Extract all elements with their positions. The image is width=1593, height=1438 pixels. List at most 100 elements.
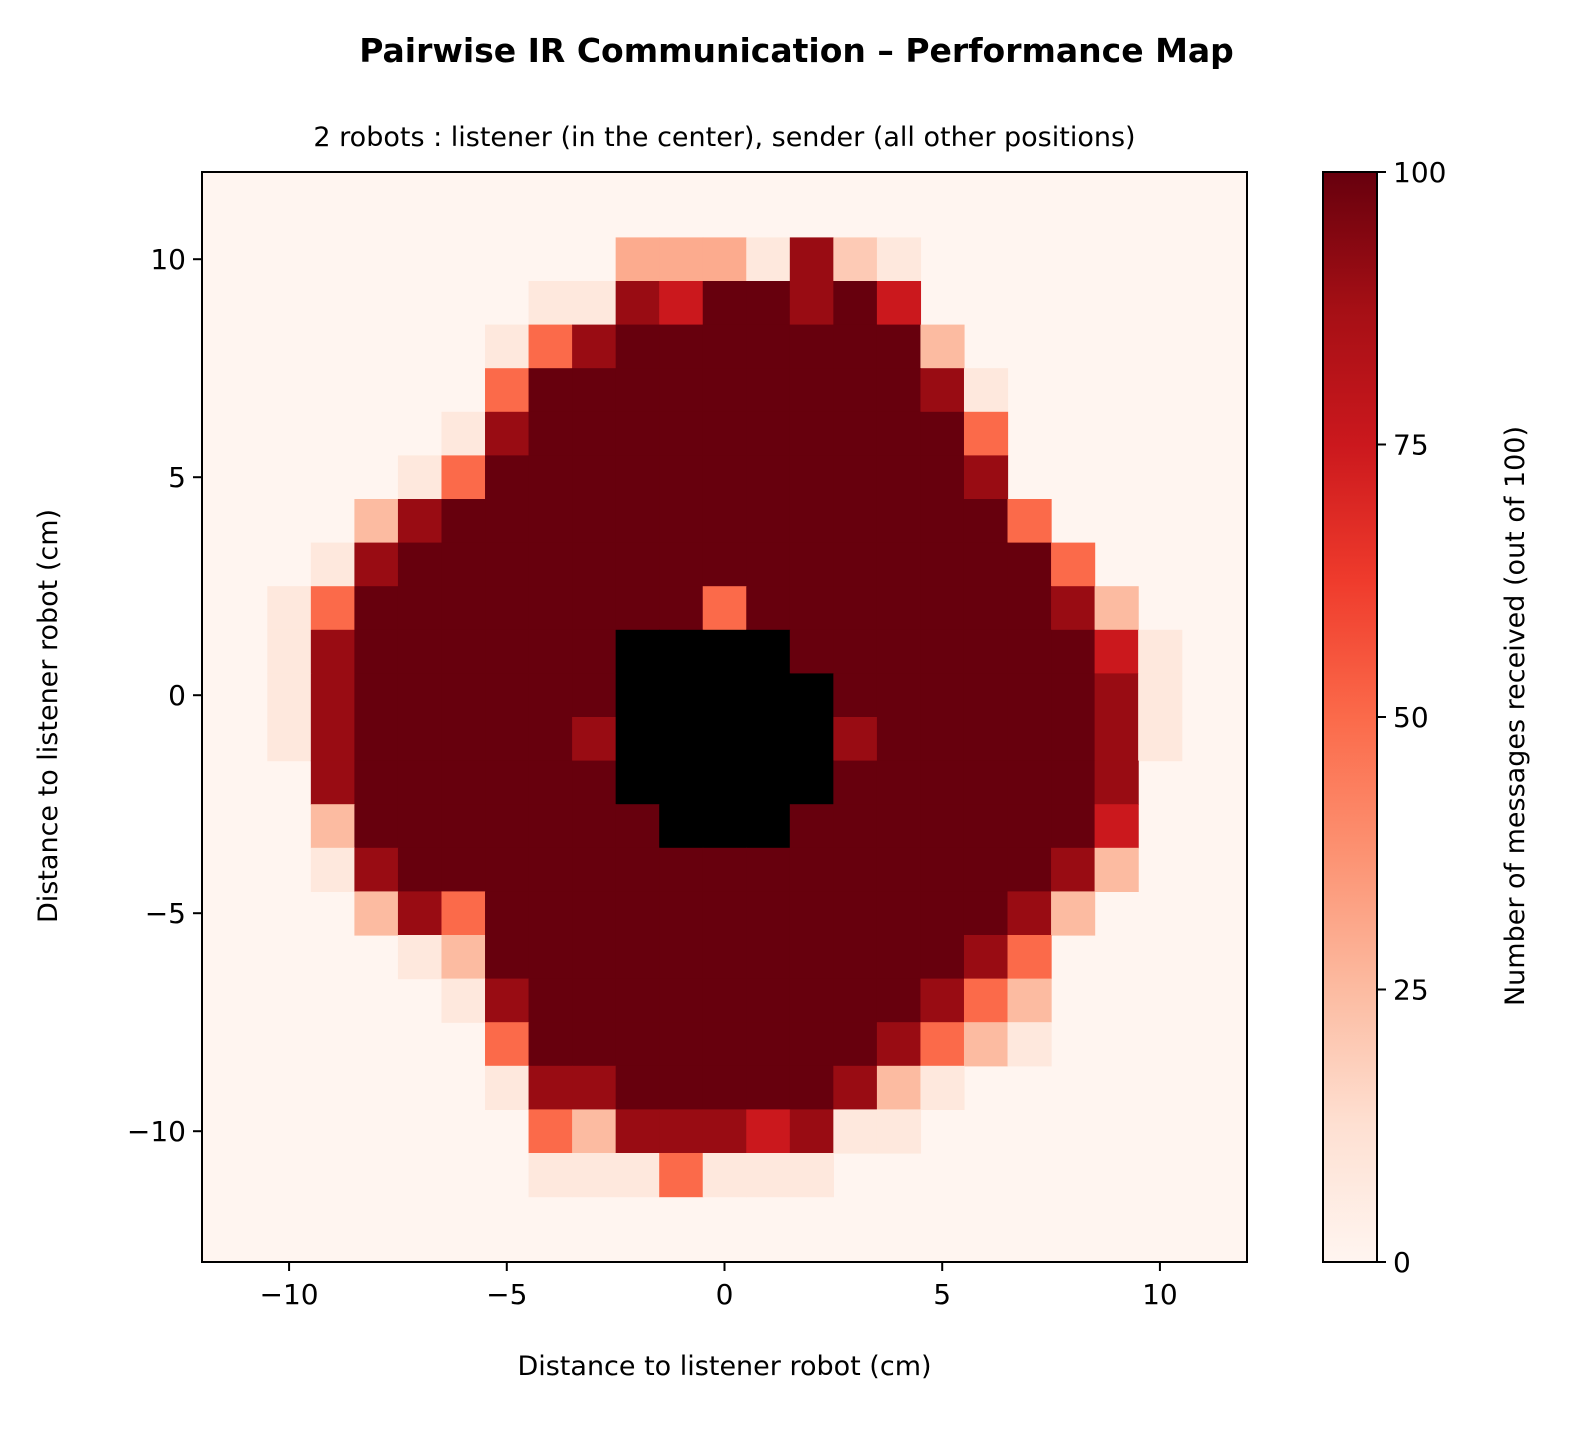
heatmap-cell [441, 717, 486, 762]
heatmap-cell [746, 1153, 791, 1198]
heatmap-cell [963, 717, 1009, 762]
heatmap-cell [310, 847, 355, 892]
heatmap-cell [572, 673, 617, 718]
x-tick-label: 5 [933, 1278, 951, 1311]
x-tick-label: −5 [486, 1278, 527, 1311]
heatmap-cell [876, 891, 922, 936]
heatmap-cell [833, 717, 878, 762]
heatmap-cell [1007, 542, 1052, 587]
heatmap-cell [833, 368, 878, 413]
heatmap-cell [1007, 499, 1052, 544]
heatmap-cell [789, 324, 834, 369]
heatmap-cell [485, 324, 530, 369]
heatmap-cell [876, 281, 922, 326]
heatmap-cell [572, 760, 617, 805]
heatmap-cell [789, 847, 834, 892]
heatmap-cell [876, 629, 922, 674]
heatmap-cell [528, 629, 573, 674]
heatmap-cell [659, 1109, 704, 1154]
heatmap-cell [485, 411, 530, 456]
heatmap-cell [963, 891, 1009, 936]
heatmap-cell [615, 411, 660, 456]
heatmap-cell [354, 717, 399, 762]
heatmap-cell [1094, 717, 1139, 762]
colorbar: 0 25 50 75 100 [1322, 156, 1446, 1279]
heatmap-cell [1094, 673, 1139, 718]
heatmap-cell [267, 717, 312, 762]
heatmap-cell [659, 542, 704, 587]
heatmap-cell [702, 935, 747, 980]
heatmap-cell [833, 935, 878, 980]
heatmap-cell [572, 978, 617, 1023]
heatmap-cell [1094, 586, 1139, 631]
chart-subtitle: 2 robots : listener (in the center), sen… [313, 122, 1135, 153]
heatmap-cell [920, 673, 965, 718]
heatmap-cell [441, 499, 486, 544]
heatmap-cell [441, 455, 486, 500]
heatmap-cell [615, 847, 660, 892]
heatmap-cell [746, 281, 791, 326]
heatmap-cell [746, 1022, 791, 1067]
heatmap-cell [876, 717, 922, 762]
heatmap-cell [833, 455, 878, 500]
heatmap-cell [963, 368, 1009, 413]
heatmap-cell [310, 542, 355, 587]
heatmap-cell [920, 978, 965, 1023]
heatmap-cell [441, 760, 486, 805]
heatmap-cell [485, 629, 530, 674]
heatmap-cell [920, 455, 965, 500]
heatmap-cell [354, 847, 399, 892]
heatmap-cell [1051, 760, 1096, 805]
heatmap-cell [746, 586, 791, 631]
heatmap-cell [528, 586, 573, 631]
heatmap-cell [397, 804, 443, 849]
heatmap-cell [572, 455, 617, 500]
heatmap-cell [1051, 804, 1096, 849]
colorbar-tick-label: 25 [1393, 974, 1429, 1007]
heatmap-cell [876, 324, 922, 369]
heatmap-cell [572, 368, 617, 413]
heatmap-cell [963, 847, 1009, 892]
heatmap-cell [310, 673, 355, 718]
heatmap-cell [528, 935, 573, 980]
heatmap-cell [789, 499, 834, 544]
heatmap-cell [920, 542, 965, 587]
heatmap-cell [1138, 629, 1183, 674]
heatmap-cell [615, 455, 660, 500]
heatmap-cell [659, 411, 704, 456]
heatmap-cell [920, 368, 965, 413]
heatmap-cell [702, 1065, 747, 1110]
colorbar-ticks: 0 25 50 75 100 [1377, 156, 1446, 1279]
heatmap-cell [528, 1022, 573, 1067]
heatmap-cell [702, 542, 747, 587]
heatmap-cell [397, 629, 443, 674]
heatmap-cell [833, 1022, 878, 1067]
heatmap-cell [615, 935, 660, 980]
heatmap-cell [310, 717, 355, 762]
heatmap-cell [876, 368, 922, 413]
heatmap-cell [572, 1022, 617, 1067]
heatmap-cell [702, 804, 747, 849]
heatmap-cell [920, 586, 965, 631]
heatmap-cell [702, 847, 747, 892]
heatmap-cell [615, 717, 660, 762]
heatmap-cell [702, 324, 747, 369]
heatmap-cell [702, 411, 747, 456]
heatmap-cell [441, 891, 486, 936]
heatmap-cell [1051, 891, 1096, 936]
heatmap-cell [876, 760, 922, 805]
heatmap-cell [920, 411, 965, 456]
heatmap-cell [702, 281, 747, 326]
heatmap-cell [702, 1022, 747, 1067]
heatmap-cell [833, 673, 878, 718]
heatmap-cell [789, 281, 834, 326]
heatmap-cell [354, 673, 399, 718]
heatmap-cell [833, 499, 878, 544]
heatmap-cell [1007, 760, 1052, 805]
heatmap-cell [920, 629, 965, 674]
heatmap-cell [615, 586, 660, 631]
heatmap-cell [659, 1065, 704, 1110]
heatmap-cell [789, 978, 834, 1023]
heatmap-cell [746, 804, 791, 849]
heatmap-cell [528, 281, 573, 326]
